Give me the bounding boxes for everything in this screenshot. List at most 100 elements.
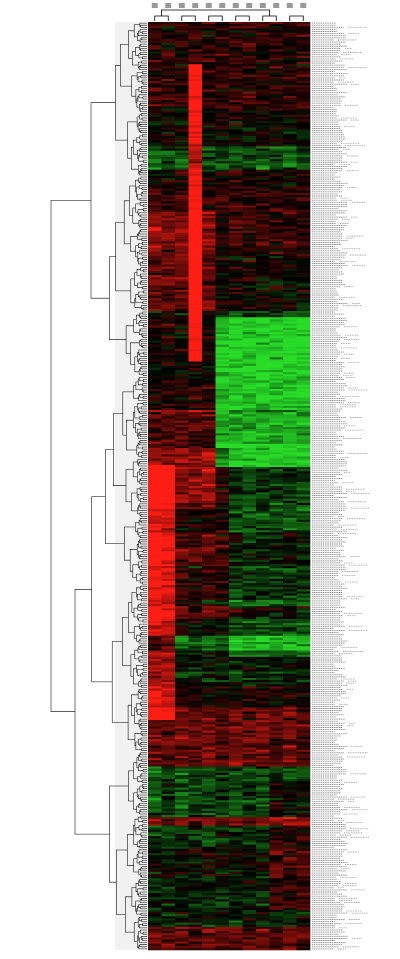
- heatmap-cell: [256, 490, 270, 493]
- heatmap-cell: [242, 800, 257, 803]
- heatmap-cell: [161, 410, 176, 413]
- heatmap-cell: [148, 637, 162, 641]
- heatmap-cell: [256, 637, 270, 641]
- heatmap-cell: [229, 523, 243, 527]
- heatmap-cell: [229, 498, 243, 502]
- heatmap-cell: [229, 119, 243, 122]
- heatmap-cell: [296, 665, 311, 668]
- heatmap-cell: [256, 374, 270, 377]
- heatmap-cell: [296, 192, 311, 196]
- heatmap-cell: [229, 36, 243, 40]
- heatmap-cell: [229, 283, 243, 286]
- heatmap-cell: [296, 237, 311, 240]
- heatmap-cell: [256, 431, 270, 434]
- heatmap-cell: [175, 779, 189, 782]
- heatmap-cell: [229, 382, 243, 386]
- heatmap-cell: [202, 781, 216, 784]
- heatmap-cell: [242, 540, 257, 544]
- heatmap-cell: [188, 606, 203, 609]
- heatmap-cell: [283, 448, 297, 451]
- heatmap-cell: [229, 783, 243, 786]
- heatmap-cell: [256, 511, 270, 514]
- heatmap-cell: [256, 414, 270, 417]
- heatmap-cell: [283, 692, 297, 696]
- heatmap-cell: [202, 133, 216, 137]
- heatmap-cell: [229, 76, 243, 80]
- heatmap-cell: [175, 625, 189, 628]
- heatmap-cell: [229, 802, 243, 805]
- heatmap-cell: [215, 123, 230, 126]
- heatmap-cell: [188, 281, 203, 284]
- heatmap-cell: [269, 245, 284, 248]
- heatmap-cell: [188, 232, 203, 236]
- heatmap-cell: [188, 163, 203, 166]
- heatmap-cell: [242, 429, 257, 432]
- heatmap-cell: [256, 732, 270, 736]
- heatmap-cell: [256, 639, 270, 643]
- heatmap-cell: [148, 192, 162, 196]
- heatmap-cell: [229, 281, 243, 284]
- heatmap-cell: [175, 741, 189, 744]
- heatmap-cell: [175, 62, 189, 65]
- heatmap-cell: [296, 146, 311, 149]
- heatmap-cell: [283, 378, 297, 381]
- heatmap-cell: [148, 597, 162, 601]
- heatmap-cell: [229, 110, 243, 113]
- heatmap-cell: [148, 671, 162, 675]
- heatmap-cell: [175, 289, 189, 293]
- heatmap-cell: [229, 561, 243, 565]
- column-dendrogram-link: [181, 15, 196, 21]
- heatmap-cell: [283, 302, 297, 305]
- heatmap-cell: [269, 661, 284, 664]
- heatmap-cell: [229, 173, 243, 177]
- heatmap-cell: [188, 220, 203, 223]
- heatmap-cell: [242, 329, 257, 333]
- heatmap-cell: [202, 414, 216, 417]
- heatmap-cell: [175, 144, 189, 147]
- heatmap-cell: [161, 692, 176, 696]
- heatmap-cell: [256, 81, 270, 84]
- heatmap-cell: [188, 787, 203, 791]
- heatmap-cell: [229, 545, 243, 548]
- heatmap-cell: [161, 201, 176, 204]
- heatmap-cell: [256, 97, 270, 101]
- heatmap-cell: [269, 564, 284, 567]
- heatmap-cell: [161, 97, 176, 101]
- heatmap-cell: [283, 251, 297, 255]
- heatmap-cell: [229, 323, 243, 327]
- heatmap-cell: [161, 684, 176, 687]
- heatmap-cell: [161, 344, 176, 348]
- heatmap-cell: [215, 656, 230, 660]
- heatmap-cell: [256, 553, 270, 556]
- heatmap-cell: [188, 85, 203, 88]
- heatmap-cell: [256, 401, 270, 405]
- heatmap-cell: [242, 205, 257, 208]
- heatmap-cell: [175, 663, 189, 666]
- heatmap-cell: [188, 454, 203, 457]
- heatmap-cell: [256, 642, 270, 645]
- heatmap-cell: [296, 591, 311, 594]
- heatmap-cell: [175, 736, 189, 740]
- heatmap-cell: [256, 471, 270, 474]
- heatmap-cell: [283, 639, 297, 643]
- heatmap-cell: [242, 384, 257, 388]
- heatmap-cell: [175, 521, 189, 525]
- heatmap-cell: [296, 559, 311, 563]
- heatmap-cell: [161, 637, 176, 641]
- heatmap-cell: [283, 800, 297, 803]
- heatmap-cell: [202, 243, 216, 246]
- heatmap-cell: [242, 639, 257, 643]
- heatmap-cell: [296, 553, 311, 556]
- heatmap-cell: [269, 357, 284, 360]
- heatmap-cell: [202, 186, 216, 189]
- heatmap-cell: [269, 300, 284, 303]
- heatmap-cell: [188, 45, 203, 48]
- heatmap-cell: [283, 110, 297, 113]
- heatmap-cell: [215, 300, 230, 303]
- heatmap-cell: [229, 374, 243, 377]
- heatmap-cell: [161, 439, 176, 443]
- heatmap-cell: [229, 300, 243, 303]
- heatmap-cell: [161, 116, 176, 120]
- heatmap-cell: [202, 359, 216, 362]
- heatmap-cell: [229, 796, 243, 799]
